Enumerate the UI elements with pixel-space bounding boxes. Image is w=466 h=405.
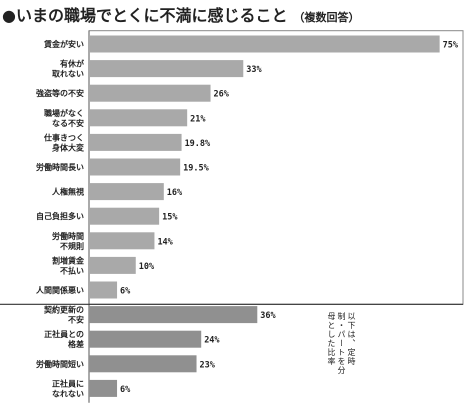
data-label: 36% bbox=[260, 311, 276, 321]
bar bbox=[89, 379, 118, 397]
footnote-part-time: 以下は、定時制・パートを分母とした比率 bbox=[327, 312, 356, 375]
data-label: 33% bbox=[246, 65, 262, 75]
category-label: 人間関係悪い bbox=[36, 285, 84, 295]
category-label: 賃金が安い bbox=[43, 39, 84, 49]
category-label: なれない bbox=[52, 389, 84, 398]
bar bbox=[89, 60, 244, 78]
bar bbox=[89, 306, 258, 324]
data-label: 21% bbox=[190, 114, 206, 124]
category-label: 正社員に bbox=[52, 378, 84, 388]
category-label: 身体大変 bbox=[52, 142, 84, 152]
bar bbox=[89, 183, 164, 201]
category-label: 職場がなく bbox=[44, 108, 84, 118]
bar bbox=[89, 158, 181, 176]
chart-subtitle: （複数回答） bbox=[293, 11, 360, 24]
data-label: 6% bbox=[120, 287, 131, 297]
category-label: 割増賃金 bbox=[52, 255, 85, 265]
data-label: 24% bbox=[204, 336, 220, 346]
category-label: 労働時間短い bbox=[36, 359, 84, 369]
chart-title: ●いまの職場でとくに不満に感じること （複数回答） bbox=[2, 2, 359, 26]
data-label: 26% bbox=[214, 90, 230, 100]
bar bbox=[89, 330, 202, 348]
category-label: 不払い bbox=[60, 265, 84, 275]
bar bbox=[89, 133, 182, 151]
category-label: 有休が bbox=[60, 59, 85, 69]
data-label: 10% bbox=[139, 262, 155, 272]
category-label: 仕事きつく bbox=[43, 132, 84, 142]
bar bbox=[89, 232, 155, 250]
data-label: 19.8% bbox=[185, 139, 211, 149]
data-label: 15% bbox=[162, 213, 178, 223]
category-label: 不安 bbox=[68, 315, 84, 325]
bar bbox=[89, 109, 188, 127]
data-label: 19.5% bbox=[183, 164, 209, 174]
bar bbox=[89, 355, 197, 373]
category-label: 契約更新の bbox=[43, 305, 84, 315]
data-label: 23% bbox=[200, 360, 216, 370]
category-label: 不規則 bbox=[60, 241, 84, 251]
data-label: 14% bbox=[157, 237, 173, 247]
bar bbox=[89, 84, 211, 102]
category-label: 取れない bbox=[52, 70, 84, 79]
category-label: 労働時間長い bbox=[36, 162, 84, 172]
category-label: 自己負担多い bbox=[36, 211, 84, 221]
category-label: 強盗等の不安 bbox=[36, 88, 84, 98]
category-label: 正社員との bbox=[44, 329, 84, 339]
bar bbox=[89, 281, 118, 299]
category-label: 格差 bbox=[68, 339, 84, 349]
chart-title-main: ●いまの職場でとくに不満に感じること bbox=[2, 6, 288, 25]
data-label: 16% bbox=[167, 188, 183, 198]
category-label: なる不安 bbox=[52, 118, 84, 128]
bar bbox=[89, 35, 440, 53]
bar bbox=[89, 207, 160, 225]
bar bbox=[89, 256, 136, 274]
category-label: 労働時間 bbox=[52, 231, 84, 241]
category-label: 人権無視 bbox=[52, 187, 84, 197]
data-label: 6% bbox=[120, 385, 131, 395]
data-label: 75% bbox=[443, 41, 459, 51]
